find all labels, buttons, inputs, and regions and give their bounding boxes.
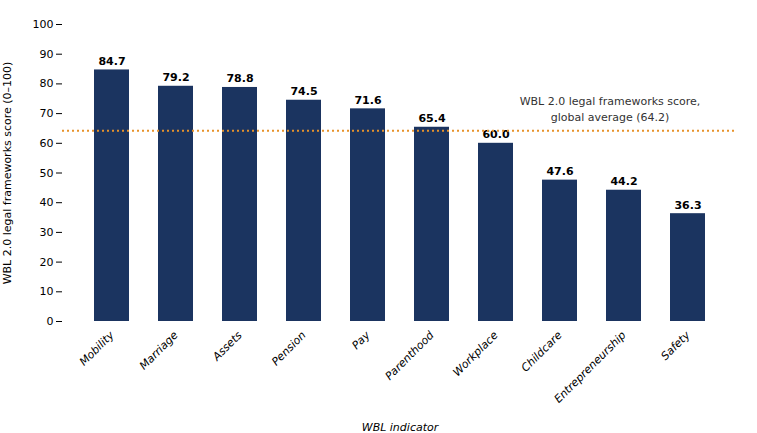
svg-text:Assets: Assets [209, 329, 244, 364]
svg-text:WBL indicator: WBL indicator [362, 421, 440, 433]
svg-text:47.6: 47.6 [546, 165, 573, 178]
svg-text:Parenthood: Parenthood [383, 328, 438, 383]
svg-text:10: 10 [40, 285, 54, 298]
svg-text:78.8: 78.8 [226, 72, 253, 85]
svg-text:74.5: 74.5 [290, 85, 317, 98]
svg-text:WBL 2.0 legal frameworks score: WBL 2.0 legal frameworks score (0–100) [1, 62, 14, 285]
svg-text:Mobility: Mobility [77, 328, 117, 368]
svg-text:Childcare: Childcare [519, 329, 565, 375]
svg-text:71.6: 71.6 [354, 94, 381, 107]
svg-text:WBL 2.0 legal frameworks score: WBL 2.0 legal frameworks score,global av… [520, 95, 701, 123]
svg-text:100: 100 [33, 18, 54, 31]
svg-text:30: 30 [40, 226, 54, 239]
svg-text:Safety: Safety [659, 328, 693, 362]
svg-text:Pension: Pension [269, 329, 309, 369]
svg-text:65.4: 65.4 [418, 112, 445, 125]
svg-text:Pay: Pay [349, 328, 373, 352]
svg-text:70: 70 [40, 107, 54, 120]
svg-text:80: 80 [40, 77, 54, 90]
svg-text:40: 40 [40, 196, 54, 209]
svg-text:20: 20 [40, 256, 54, 269]
svg-text:Marriage: Marriage [137, 329, 181, 373]
svg-text:60.0: 60.0 [482, 128, 509, 141]
svg-text:79.2: 79.2 [162, 71, 189, 84]
svg-text:0: 0 [47, 315, 54, 328]
svg-text:Workplace: Workplace [450, 329, 500, 379]
svg-text:84.7: 84.7 [98, 55, 125, 68]
svg-text:90: 90 [40, 48, 54, 61]
svg-text:44.2: 44.2 [610, 175, 637, 188]
svg-text:36.3: 36.3 [674, 199, 701, 212]
svg-text:60: 60 [40, 137, 54, 150]
svg-text:Entrepreneurship: Entrepreneurship [552, 329, 629, 406]
svg-text:50: 50 [40, 167, 54, 180]
